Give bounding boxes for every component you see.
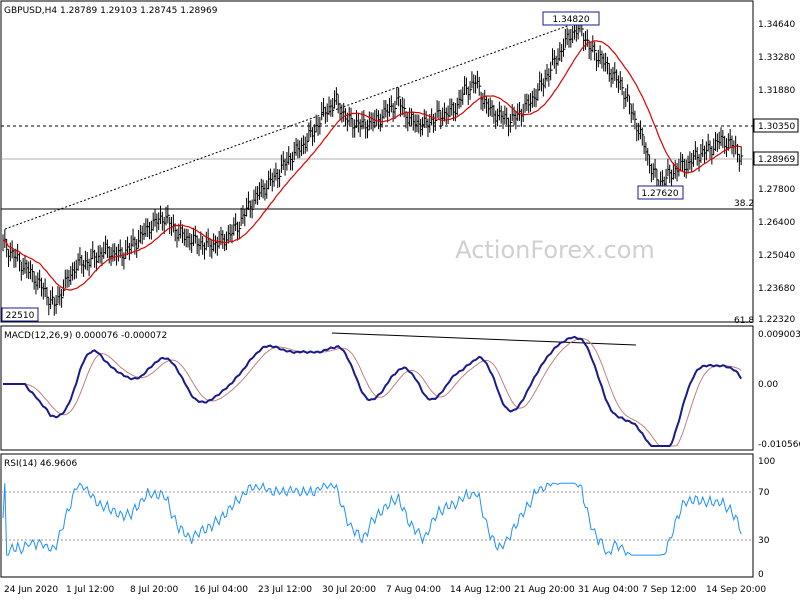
price-tick-highlight: 1.30350 [758, 122, 795, 132]
x-tick: 24 Jun 2020 [4, 585, 58, 595]
high-label: 1.34820 [552, 15, 589, 25]
x-tick: 14 Sep 20:00 [706, 585, 766, 595]
rsi-tick: 30 [758, 536, 770, 546]
start-label: 22510 [6, 311, 35, 321]
macd-main-line [3, 335, 743, 447]
x-tick: 7 Sep 12:00 [642, 585, 697, 595]
x-tick: 23 Jul 12:00 [258, 585, 312, 595]
x-tick: 14 Aug 12:00 [450, 585, 511, 595]
price-tick: 1.33280 [758, 53, 795, 63]
low-label-box [637, 185, 684, 200]
macd-tick: 0.009003 [758, 330, 800, 340]
macd-title: MACD(12,26,9) 0.000076 -0.000072 [4, 331, 167, 341]
x-tick: 30 Jul 20:00 [322, 585, 376, 595]
rsi-tick: 70 [758, 488, 770, 498]
x-tick: 7 Aug 04:00 [386, 585, 441, 595]
macd-signal-line [3, 337, 742, 447]
x-tick: 31 Aug 04:00 [578, 585, 639, 595]
macd-tick: 0.00 [758, 380, 778, 390]
price-series [2, 13, 744, 316]
start-label-box [1, 307, 39, 322]
price-title: GBPUSD,H4 [4, 6, 57, 16]
rsi-line [2, 481, 742, 557]
price-tick: 1.26400 [758, 218, 795, 228]
price-tick: 1.25040 [758, 251, 795, 261]
x-tick: 21 Aug 20:00 [514, 585, 575, 595]
price-tick-current: 1.28969 [758, 155, 795, 165]
rsi-title: RSI(14) 46.9606 [4, 459, 77, 469]
rsi-tick: 100 [758, 457, 775, 467]
rsi-tick: 0 [758, 570, 764, 580]
trendline [4, 15, 596, 230]
x-tick: 16 Jul 04:00 [194, 585, 248, 595]
x-tick: 8 Jul 20:00 [130, 585, 179, 595]
ohlc-values: 1.28789 1.29103 1.28745 1.28969 [60, 6, 218, 16]
low-label: 1.27620 [641, 189, 678, 199]
moving-average-line [2, 40, 742, 291]
x-tick: 1 Jul 12:00 [66, 585, 115, 595]
watermark: ActionForex.com [455, 236, 655, 264]
price-y-axis: 1.34640 1.33280 1.31880 1.30350 1.28969 … [753, 20, 799, 325]
price-tick: 1.23680 [758, 284, 795, 294]
price-tick: 1.34640 [758, 20, 795, 30]
fib-61-label: 61.8 [734, 316, 754, 326]
macd-panel [0, 325, 754, 451]
price-tick: 1.31880 [758, 86, 795, 96]
price-tick: 1.27800 [758, 185, 795, 195]
x-axis: 24 Jun 2020 1 Jul 12:00 8 Jul 20:00 16 J… [4, 585, 766, 595]
price-tick: 1.22320 [758, 315, 795, 325]
price-panel [0, 0, 754, 323]
macd-tick: -0.010566 [758, 440, 800, 450]
high-label-box [542, 11, 600, 26]
fib-38-label: 38.2 [734, 199, 754, 209]
